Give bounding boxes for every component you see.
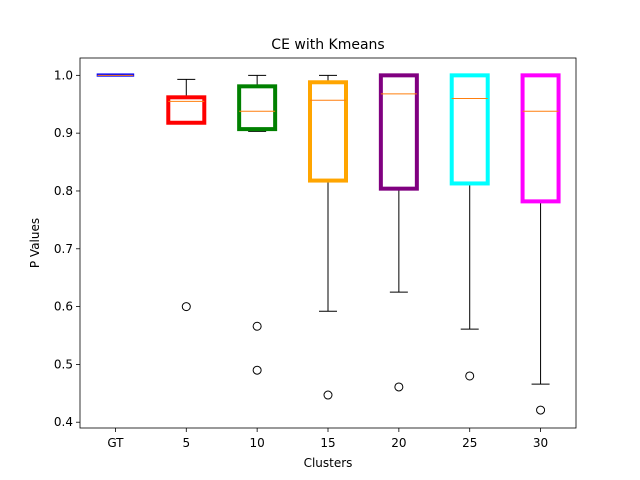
outlier-point [536,405,546,415]
x-tick-label: GT [107,436,124,450]
box-group-20 [378,73,419,392]
box-30 [520,73,561,204]
outlier-point [465,371,475,381]
y-tick-label: 0.6 [54,300,73,314]
box-5 [166,95,207,125]
y-tick-label: 1.0 [54,68,73,82]
box-15 [308,80,348,183]
x-tick-label: 25 [462,436,477,450]
outlier-point [252,321,262,331]
outlier-point [323,390,333,400]
y-axis-label: P Values [28,218,42,268]
box-10 [237,84,278,132]
y-tick-label: 0.5 [54,357,73,371]
box-group-GT [96,73,135,77]
box-group-30 [520,73,561,415]
box-25 [449,73,490,186]
box-group-25 [449,73,490,381]
box-20 [378,73,419,191]
x-tick-label: 5 [182,436,190,450]
box-group-5 [166,78,207,312]
box-group-10 [237,74,278,375]
y-tick-label: 0.8 [54,184,73,198]
outlier-point [181,302,191,312]
chart-title: CE with Kmeans [271,37,384,53]
plot-layer [96,73,561,415]
y-tick-label: 0.4 [54,415,73,429]
outlier-point [252,365,262,375]
axis-layer: 0.4 0.5 0.6 0.7 0.8 0.9 1.0 GT 5 10 15 20 25 30 [54,68,548,450]
x-axis-label: Clusters [304,456,353,470]
x-tick-label: 15 [320,436,335,450]
box-group-15 [308,74,348,400]
outlier-point [394,382,404,392]
x-tick-label: 30 [533,436,548,450]
y-tick-label: 0.7 [54,242,73,256]
y-tick-label: 0.9 [54,126,73,140]
x-tick-label: 20 [391,436,406,450]
x-tick-label: 10 [250,436,265,450]
